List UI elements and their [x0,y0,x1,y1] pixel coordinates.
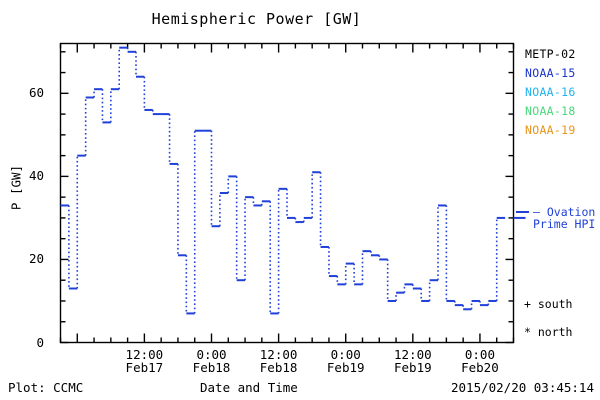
plot-timestamp: 2015/02/20 03:45:14 [451,380,594,395]
legend-item-noaa-16[interactable]: NOAA-16 [525,85,576,99]
x-tick-label: 0:00 Feb19 [326,347,365,375]
legend-item-metp-02[interactable]: METP-02 [525,47,576,61]
y-tick-label: 40 [28,168,44,184]
north-marker-legend: * north [524,325,573,339]
ovation-legend-line1: — Ovation [533,205,596,219]
x-tick-label: 0:00 Feb18 [192,347,231,375]
plot-credit: Plot: CCMC [8,380,84,395]
legend-item-noaa-19[interactable]: NOAA-19 [525,123,576,137]
ovation-legend-label: — Ovation Prime HPI [533,206,595,230]
y-tick-label: 20 [28,251,44,267]
ovation-legend-line2: Prime HPI [533,217,596,231]
south-marker-legend: + south [524,297,573,311]
x-axis-ticks [59,43,515,343]
legend-item-noaa-18[interactable]: NOAA-18 [525,104,576,118]
y-tick-label: 0 [36,334,44,350]
x-tick-label: 0:00 Feb20 [461,347,499,375]
x-axis-label: Date and Time [200,380,298,395]
hpi-data-series [60,46,526,315]
plot-frame [59,42,515,344]
x-tick-label: 12:00 Feb18 [259,347,298,375]
y-axis-ticks [60,51,514,344]
ovation-legend-dash-icon [516,211,529,213]
y-axis-label: P [GW] [8,164,24,211]
x-tick-label: 12:00 Feb19 [394,347,432,375]
y-tick-label: 60 [28,85,44,101]
legend-item-noaa-15[interactable]: NOAA-15 [525,66,576,80]
x-tick-label: 12:00 Feb17 [125,347,164,375]
chart-title: Hemispheric Power [GW] [151,10,362,28]
